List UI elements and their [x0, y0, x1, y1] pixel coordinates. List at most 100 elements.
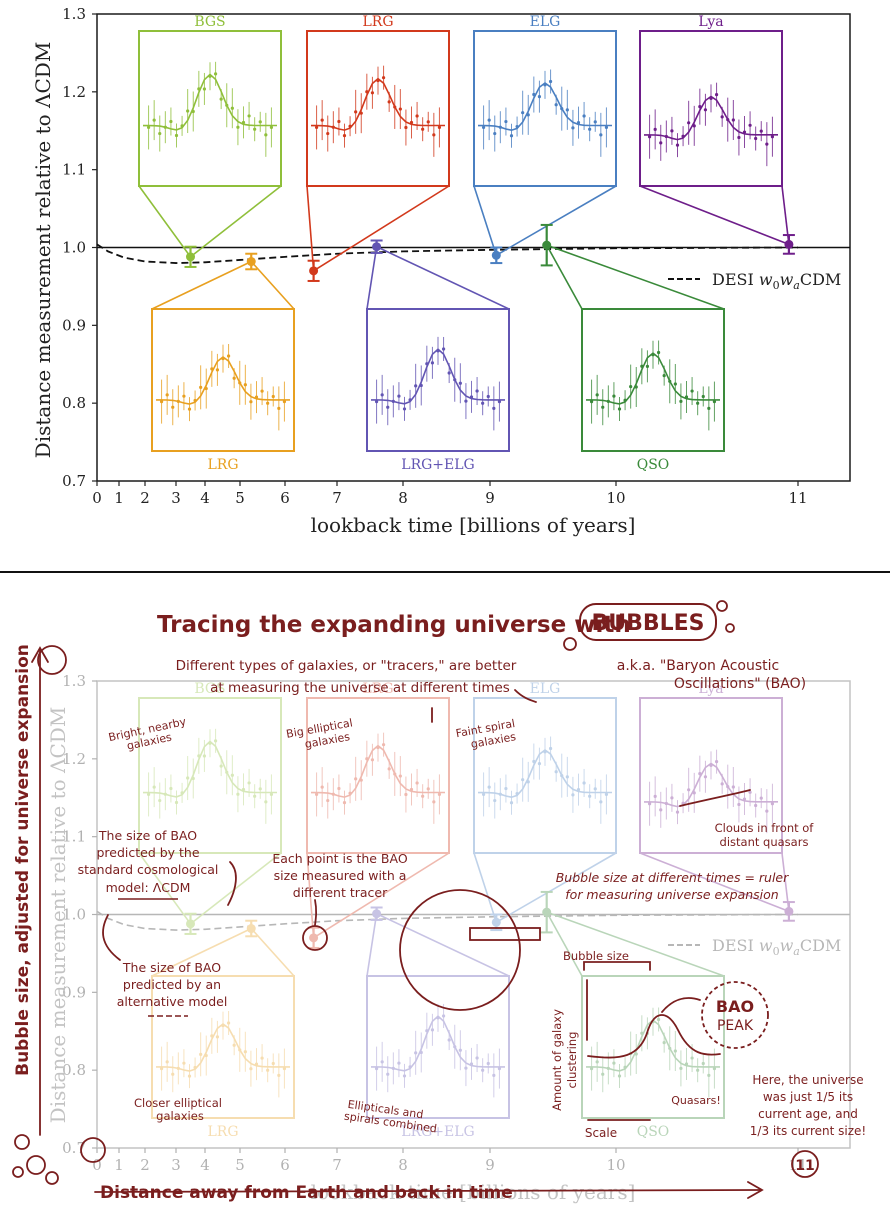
inset-point — [497, 399, 502, 404]
inset-point — [187, 407, 192, 411]
inset-point — [266, 401, 270, 405]
ruler — [469, 927, 541, 941]
legend-label: DESI w0waCDM — [712, 270, 841, 292]
inset-connector — [313, 185, 450, 272]
inset-point — [593, 787, 597, 791]
inset-connector — [495, 852, 617, 923]
arrow-alt — [102, 914, 121, 961]
inset-point — [169, 119, 173, 124]
inset-point — [426, 120, 430, 124]
inset-point — [681, 801, 685, 805]
inset-connector — [473, 185, 498, 256]
bubble-deco-5 — [45, 1171, 59, 1185]
inset-lrg+elg: LRG+ELG — [366, 245, 510, 473]
inset-point — [748, 790, 752, 794]
bubble-deco-1 — [37, 645, 67, 675]
inset-label: QSO — [637, 457, 670, 473]
bubbles-word: BUBBLES — [591, 611, 704, 636]
inset-point — [409, 787, 414, 792]
inset-point — [176, 1066, 180, 1070]
inset-connector — [190, 185, 282, 258]
marker — [186, 252, 195, 262]
inset-lrg: LRG — [306, 681, 450, 939]
inset-point — [387, 100, 391, 104]
point-lrg — [307, 259, 320, 282]
bottom-y-ticks: 0.7 0.8 0.9 1.0 1.1 1.2 1.3 — [62, 672, 97, 1157]
y-tick-label: 1.3 — [62, 5, 86, 23]
inset-point — [659, 808, 663, 812]
inset-label: LRG+ELG — [401, 457, 474, 473]
inset-point — [354, 110, 358, 114]
inset-connector — [546, 911, 725, 977]
inset-point — [414, 384, 418, 388]
inset-point — [509, 134, 514, 138]
inset-point — [398, 107, 402, 111]
inset-point — [684, 1062, 689, 1066]
bao-aka-1: a.k.a. "Baryon Acoustic — [617, 658, 779, 674]
inset-point — [543, 750, 547, 754]
inset-point — [215, 1035, 220, 1039]
inset-point — [601, 405, 605, 409]
inset-point — [675, 810, 680, 814]
x-tick-label: 9 — [485, 1156, 495, 1174]
inset-point — [599, 800, 603, 804]
inset-point — [404, 125, 408, 130]
inset-point — [679, 399, 683, 403]
y-tick-label: 1.0 — [62, 239, 86, 257]
inset-point — [415, 781, 419, 785]
inset-point — [425, 1029, 429, 1033]
inset-point — [174, 800, 179, 805]
inset-point — [617, 1074, 622, 1078]
inset-point — [152, 785, 156, 789]
inset-point — [606, 1066, 610, 1070]
inset-point — [282, 1066, 287, 1071]
x-tick-label: 4 — [200, 1156, 210, 1174]
bottom-data-points — [184, 890, 795, 949]
inset-point — [589, 400, 594, 404]
inset-point — [199, 385, 203, 389]
inset-point — [277, 406, 281, 410]
y-tick-label: 1.1 — [62, 828, 86, 846]
inset-point — [696, 1068, 700, 1072]
inset-point — [326, 798, 330, 803]
inset-frame — [366, 308, 510, 452]
inset-point — [595, 393, 599, 397]
inset-point — [386, 405, 390, 409]
inset-elg: ELG — [473, 681, 617, 923]
inset-point — [365, 757, 369, 761]
inset-frame — [151, 975, 295, 1119]
inset-lrg: LRG — [151, 260, 295, 473]
inset-frame — [306, 30, 450, 187]
lcdm-note-4: model: ΛCDM — [106, 880, 191, 895]
data-points — [184, 223, 795, 282]
inset-point — [612, 1061, 616, 1065]
inset-point — [487, 785, 491, 789]
inset-point — [221, 1024, 225, 1028]
arrow-lcdm — [227, 861, 237, 906]
inset-point — [331, 792, 335, 796]
marker — [491, 917, 501, 927]
inset-point — [690, 389, 694, 393]
point-qso — [540, 223, 553, 267]
arrow-clouds — [679, 789, 751, 807]
y-tick-label: 1.2 — [62, 750, 86, 768]
inset-point — [402, 407, 407, 411]
inset-panels: BGS LRG ELG Lya LRG LRG+ELG QSO — [138, 14, 790, 473]
point-elg — [490, 246, 503, 265]
marker — [372, 242, 382, 252]
inset-point — [186, 109, 190, 113]
inset-point — [213, 72, 218, 76]
marker — [784, 906, 794, 916]
inset-point — [243, 383, 247, 387]
inset-point — [241, 787, 246, 792]
inset-connector — [250, 260, 295, 310]
inset-point — [247, 781, 251, 785]
inset-point — [430, 361, 435, 365]
bubbles-logo: BUBBLES — [579, 603, 717, 641]
inset-point — [554, 770, 558, 774]
universe-note-1: Here, the universe — [752, 1073, 863, 1087]
eleven-circle — [791, 1150, 819, 1178]
x-tick-label: 8 — [398, 489, 408, 507]
inset-point — [359, 778, 363, 782]
